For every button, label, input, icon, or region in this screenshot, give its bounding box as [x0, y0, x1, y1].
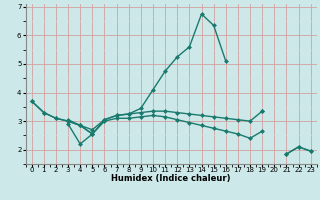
X-axis label: Humidex (Indice chaleur): Humidex (Indice chaleur) — [111, 174, 231, 183]
